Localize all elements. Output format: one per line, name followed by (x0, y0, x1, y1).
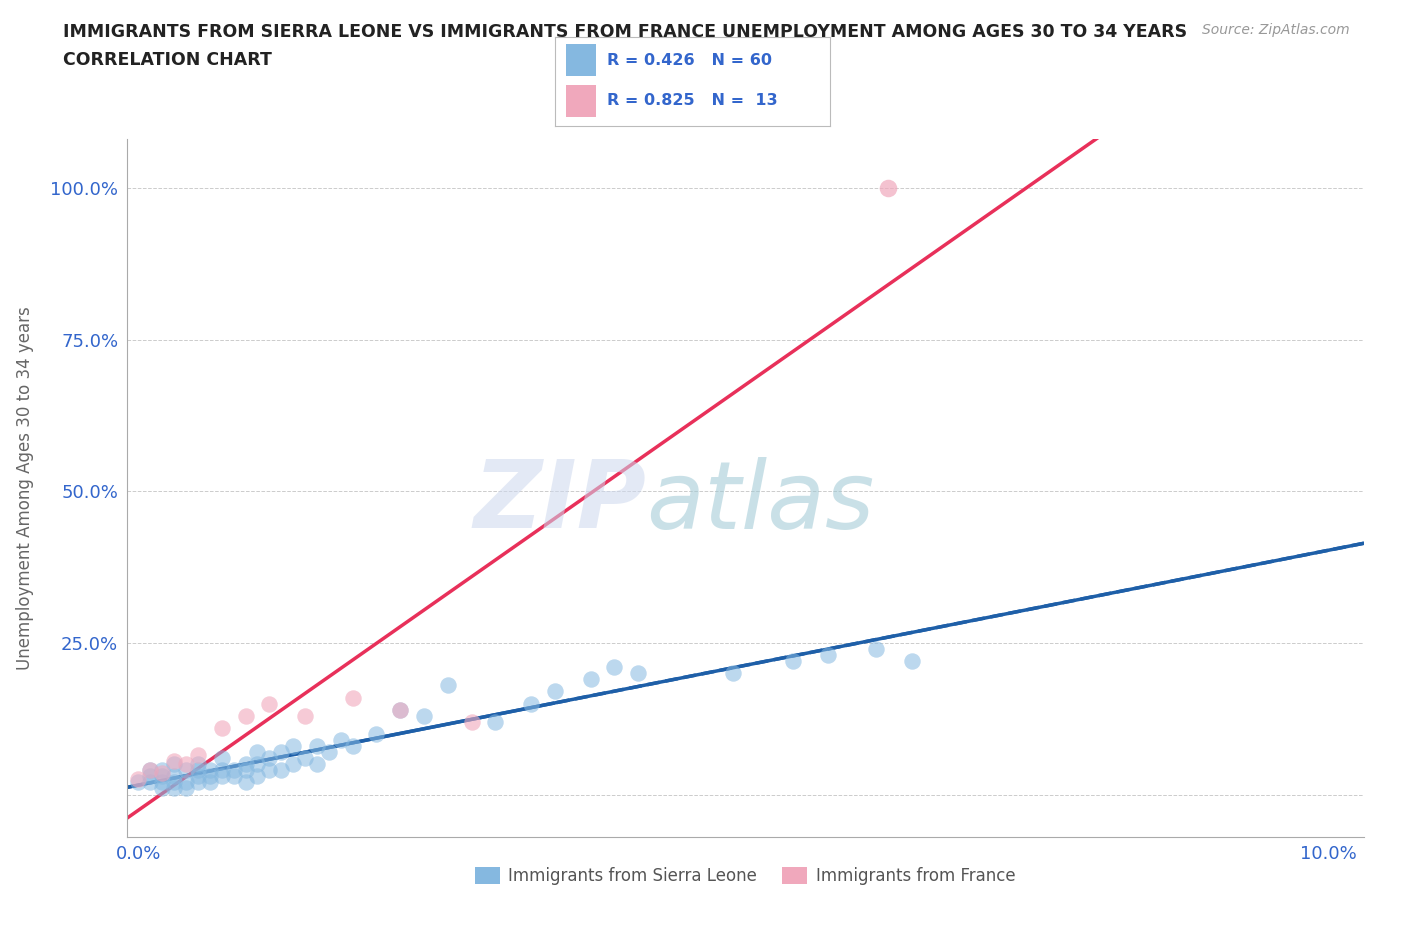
Point (259, 763, 281, 777)
Point (294, 709, 316, 724)
Bar (567, 45, 596, 76)
Point (281, 738, 304, 753)
Text: R = 0.426   N = 60: R = 0.426 N = 60 (607, 53, 772, 68)
Point (259, 697, 281, 711)
Point (163, 757, 186, 772)
Point (187, 775, 209, 790)
Point (198, 769, 221, 784)
Point (294, 751, 316, 765)
Point (198, 763, 221, 777)
Point (877, 180, 900, 195)
Point (187, 763, 209, 777)
Point (281, 757, 304, 772)
Legend: Immigrants from Sierra Leone, Immigrants from France: Immigrants from Sierra Leone, Immigrants… (468, 860, 1022, 892)
Point (163, 769, 186, 784)
Point (246, 769, 269, 784)
Y-axis label: Unemployment Among Ages 30 to 34 years: Unemployment Among Ages 30 to 34 years (15, 306, 34, 671)
Text: Source: ZipAtlas.com: Source: ZipAtlas.com (1202, 23, 1350, 37)
Point (139, 775, 162, 790)
Point (413, 709, 436, 724)
Point (163, 753, 186, 768)
Point (342, 690, 364, 705)
Point (305, 757, 328, 772)
Point (235, 757, 257, 772)
Point (211, 769, 233, 784)
Point (211, 721, 233, 736)
Point (174, 781, 197, 796)
Point (150, 775, 173, 790)
Bar (567, 85, 596, 117)
Point (579, 671, 602, 686)
Point (782, 654, 804, 669)
Point (366, 726, 388, 741)
Point (235, 763, 257, 777)
Point (817, 647, 839, 662)
Point (436, 678, 458, 693)
Point (270, 763, 292, 777)
Point (305, 738, 328, 753)
Point (235, 709, 257, 724)
Point (127, 775, 149, 790)
Point (520, 697, 543, 711)
Point (139, 763, 162, 777)
Point (174, 775, 197, 790)
Text: ZIP: ZIP (474, 457, 647, 548)
Point (150, 781, 173, 796)
Point (222, 769, 245, 784)
Text: IMMIGRANTS FROM SIERRA LEONE VS IMMIGRANTS FROM FRANCE UNEMPLOYMENT AMONG AGES 3: IMMIGRANTS FROM SIERRA LEONE VS IMMIGRAN… (63, 23, 1188, 41)
Point (342, 738, 364, 753)
Point (865, 642, 887, 657)
Point (246, 757, 269, 772)
Point (198, 775, 221, 790)
Point (139, 763, 162, 777)
Point (603, 659, 626, 674)
Point (163, 775, 186, 790)
Point (211, 751, 233, 765)
Point (484, 714, 506, 729)
Point (270, 745, 292, 760)
Point (139, 769, 162, 784)
Point (544, 684, 567, 698)
Point (163, 781, 186, 796)
Text: atlas: atlas (647, 457, 875, 548)
Point (246, 745, 269, 760)
Point (389, 702, 412, 717)
Point (150, 769, 173, 784)
Point (150, 766, 173, 781)
Point (900, 654, 922, 669)
Point (174, 763, 197, 777)
Point (222, 763, 245, 777)
Point (150, 763, 173, 777)
Point (318, 745, 340, 760)
Point (329, 733, 352, 748)
Point (235, 775, 257, 790)
Point (627, 666, 650, 681)
Point (460, 714, 482, 729)
Point (723, 666, 745, 681)
Point (187, 769, 209, 784)
Point (174, 757, 197, 772)
Text: CORRELATION CHART: CORRELATION CHART (63, 51, 273, 69)
Point (187, 757, 209, 772)
Text: R = 0.825   N =  13: R = 0.825 N = 13 (607, 93, 778, 108)
Point (259, 751, 281, 765)
Point (389, 702, 412, 717)
Point (127, 772, 149, 787)
Point (187, 748, 209, 763)
Point (211, 763, 233, 777)
